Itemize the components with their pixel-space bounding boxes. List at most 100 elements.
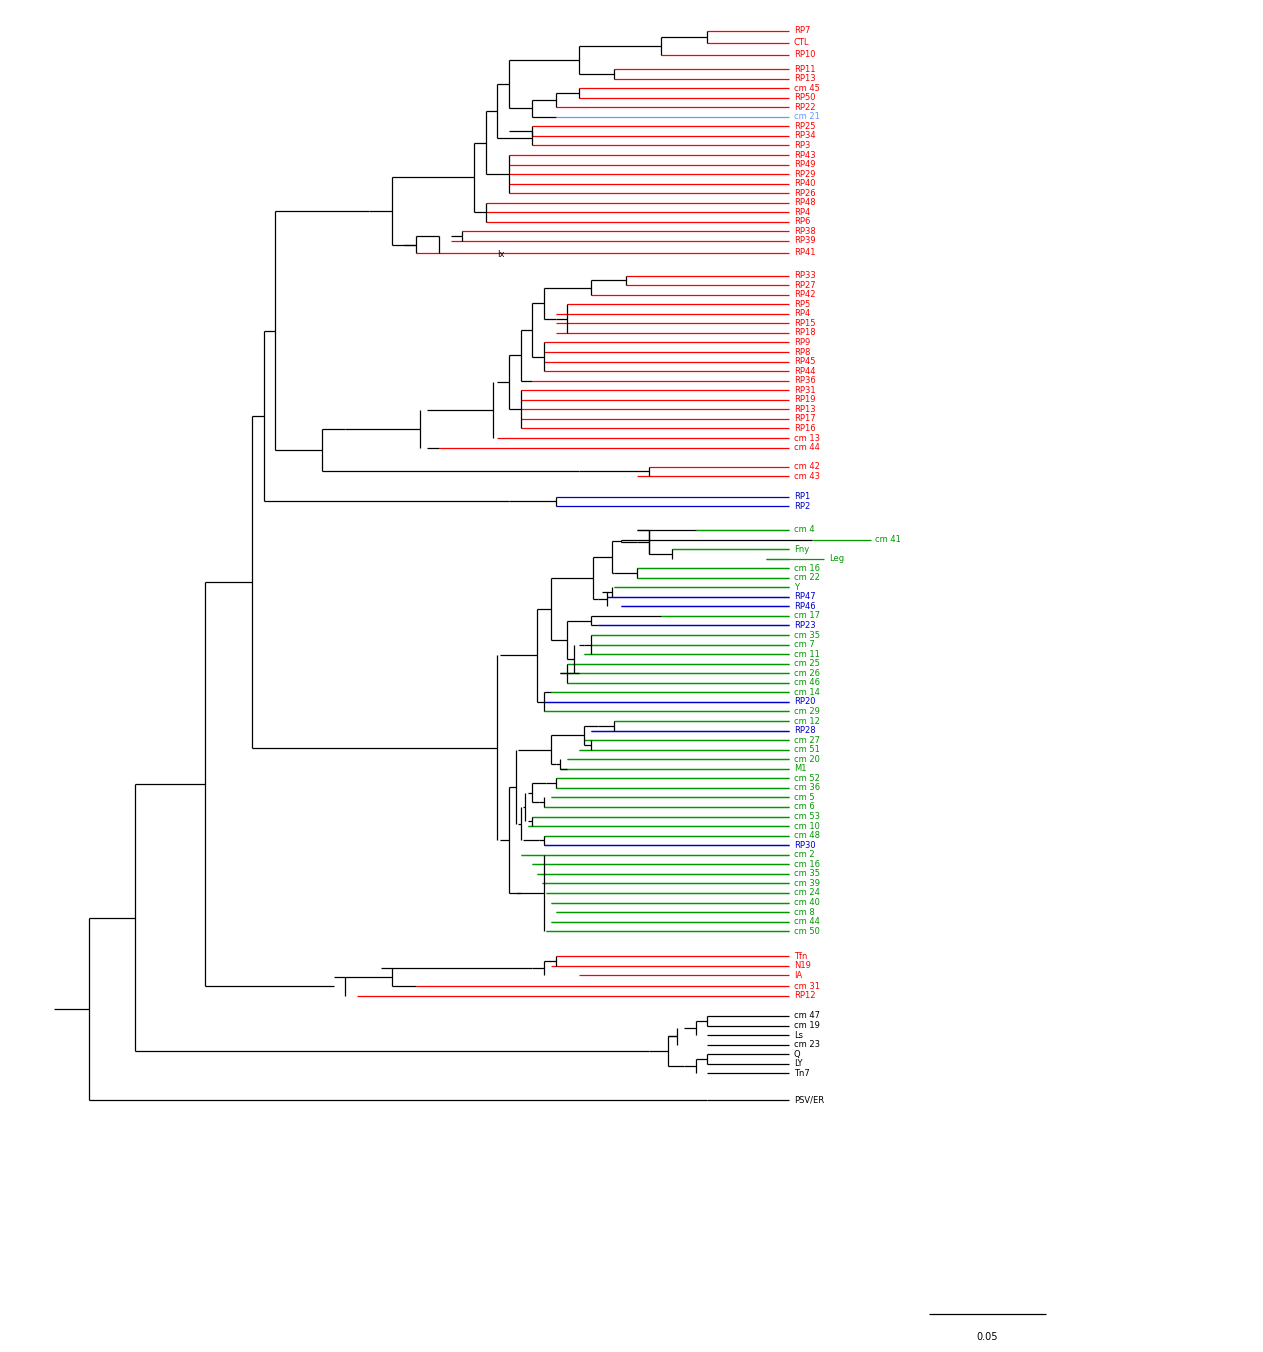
Text: cm 52: cm 52 bbox=[793, 773, 820, 783]
Text: RP6: RP6 bbox=[793, 218, 810, 226]
Text: RP30: RP30 bbox=[793, 841, 816, 849]
Text: RP40: RP40 bbox=[793, 180, 816, 188]
Text: cm 4: cm 4 bbox=[793, 526, 815, 534]
Text: RP46: RP46 bbox=[793, 602, 816, 611]
Text: cm 11: cm 11 bbox=[793, 650, 820, 658]
Text: cm 53: cm 53 bbox=[793, 813, 820, 821]
Text: cm 44: cm 44 bbox=[793, 917, 820, 926]
Text: RP50: RP50 bbox=[793, 93, 816, 103]
Text: RP22: RP22 bbox=[793, 103, 816, 112]
Text: cm 2: cm 2 bbox=[793, 850, 815, 860]
Text: RP16: RP16 bbox=[793, 425, 816, 433]
Text: cm 42: cm 42 bbox=[793, 462, 820, 472]
Text: RP31: RP31 bbox=[793, 385, 816, 395]
Text: cm 16: cm 16 bbox=[793, 860, 820, 869]
Text: IA: IA bbox=[793, 971, 802, 980]
Text: RP39: RP39 bbox=[793, 237, 816, 246]
Text: Ls: Ls bbox=[793, 1030, 803, 1040]
Text: cm 12: cm 12 bbox=[793, 717, 820, 726]
Text: RP2: RP2 bbox=[793, 502, 810, 511]
Text: RP34: RP34 bbox=[793, 131, 816, 141]
Text: RP20: RP20 bbox=[793, 698, 816, 706]
Text: RP36: RP36 bbox=[793, 376, 816, 385]
Text: RP4: RP4 bbox=[793, 208, 810, 216]
Text: RP4: RP4 bbox=[793, 310, 810, 318]
Text: RP29: RP29 bbox=[793, 169, 816, 178]
Text: cm 22: cm 22 bbox=[793, 573, 820, 583]
Text: RP13: RP13 bbox=[793, 74, 816, 82]
Text: Leg: Leg bbox=[829, 554, 844, 564]
Text: Tfn: Tfn bbox=[793, 952, 807, 961]
Text: cm 16: cm 16 bbox=[793, 564, 820, 573]
Text: RP18: RP18 bbox=[793, 329, 816, 338]
Text: cm 51: cm 51 bbox=[793, 745, 820, 754]
Text: cm 14: cm 14 bbox=[793, 688, 820, 696]
Text: RP3: RP3 bbox=[793, 141, 810, 150]
Text: RP13: RP13 bbox=[793, 404, 816, 414]
Text: RP27: RP27 bbox=[793, 281, 816, 289]
Text: RP45: RP45 bbox=[793, 357, 816, 366]
Text: cm 10: cm 10 bbox=[793, 822, 820, 830]
Text: cm 48: cm 48 bbox=[793, 831, 820, 840]
Text: cm 43: cm 43 bbox=[793, 472, 820, 481]
Text: Ix: Ix bbox=[498, 250, 505, 258]
Text: RP12: RP12 bbox=[793, 991, 816, 1000]
Text: cm 45: cm 45 bbox=[793, 84, 820, 93]
Text: PSV/ER: PSV/ER bbox=[793, 1095, 823, 1105]
Text: N19: N19 bbox=[793, 961, 811, 971]
Text: RP23: RP23 bbox=[793, 621, 816, 630]
Text: Fny: Fny bbox=[793, 545, 810, 553]
Text: cm 35: cm 35 bbox=[793, 630, 820, 639]
Text: Q: Q bbox=[793, 1049, 801, 1059]
Text: RP49: RP49 bbox=[793, 160, 816, 169]
Text: cm 7: cm 7 bbox=[793, 639, 815, 649]
Text: RP44: RP44 bbox=[793, 366, 816, 376]
Text: RP5: RP5 bbox=[793, 300, 810, 308]
Text: CTL: CTL bbox=[793, 38, 810, 47]
Text: cm 25: cm 25 bbox=[793, 660, 820, 668]
Text: LY: LY bbox=[793, 1059, 802, 1068]
Text: cm 36: cm 36 bbox=[793, 783, 820, 792]
Text: RP15: RP15 bbox=[793, 319, 816, 329]
Text: cm 27: cm 27 bbox=[793, 735, 820, 745]
Text: cm 46: cm 46 bbox=[793, 679, 820, 687]
Text: cm 20: cm 20 bbox=[793, 754, 820, 764]
Text: cm 21: cm 21 bbox=[793, 112, 820, 122]
Text: cm 6: cm 6 bbox=[793, 803, 815, 811]
Text: RP7: RP7 bbox=[793, 26, 810, 35]
Text: cm 13: cm 13 bbox=[793, 434, 820, 442]
Text: RP19: RP19 bbox=[793, 395, 816, 404]
Text: RP26: RP26 bbox=[793, 189, 816, 197]
Text: cm 19: cm 19 bbox=[793, 1021, 820, 1030]
Text: RP42: RP42 bbox=[793, 291, 816, 299]
Text: RP38: RP38 bbox=[793, 227, 816, 237]
Text: RP28: RP28 bbox=[793, 726, 816, 735]
Text: cm 44: cm 44 bbox=[793, 443, 820, 452]
Text: cm 41: cm 41 bbox=[875, 535, 902, 544]
Text: cm 35: cm 35 bbox=[793, 869, 820, 879]
Text: Tn7: Tn7 bbox=[793, 1069, 810, 1078]
Text: cm 24: cm 24 bbox=[793, 888, 820, 898]
Text: RP17: RP17 bbox=[793, 415, 816, 423]
Text: RP9: RP9 bbox=[793, 338, 810, 347]
Text: 0.05: 0.05 bbox=[976, 1333, 998, 1343]
Text: RP48: RP48 bbox=[793, 199, 816, 207]
Text: cm 29: cm 29 bbox=[793, 707, 820, 717]
Text: RP8: RP8 bbox=[793, 347, 810, 357]
Text: RP41: RP41 bbox=[793, 249, 816, 257]
Text: cm 5: cm 5 bbox=[793, 792, 815, 802]
Text: cm 17: cm 17 bbox=[793, 611, 820, 621]
Text: RP47: RP47 bbox=[793, 592, 816, 602]
Text: cm 50: cm 50 bbox=[793, 926, 820, 936]
Text: cm 26: cm 26 bbox=[793, 669, 820, 677]
Text: cm 8: cm 8 bbox=[793, 907, 815, 917]
Text: Y: Y bbox=[793, 583, 798, 592]
Text: M1: M1 bbox=[793, 764, 806, 773]
Text: RP11: RP11 bbox=[793, 65, 816, 73]
Text: RP33: RP33 bbox=[793, 272, 816, 280]
Text: cm 39: cm 39 bbox=[793, 879, 820, 888]
Text: RP43: RP43 bbox=[793, 150, 816, 160]
Text: cm 23: cm 23 bbox=[793, 1040, 820, 1049]
Text: RP1: RP1 bbox=[793, 492, 810, 502]
Text: cm 31: cm 31 bbox=[793, 982, 820, 991]
